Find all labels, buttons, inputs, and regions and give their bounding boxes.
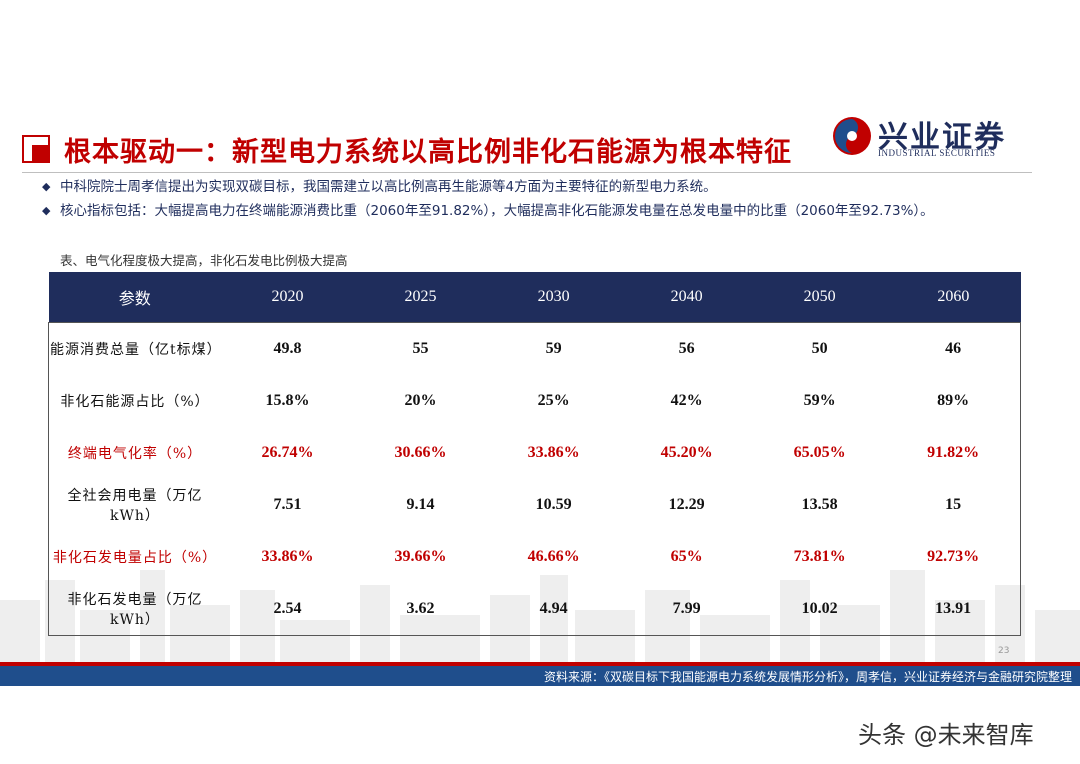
footer-bar bbox=[0, 666, 1080, 686]
table-cell: 56 bbox=[678, 340, 695, 357]
footer-accent bbox=[0, 662, 1080, 666]
bullet: 中科院院士周孝信提出为实现双碳目标，我国需建立以高比例高再生能源等4方面为主要特… bbox=[42, 178, 1010, 196]
table-cell: 92.73% bbox=[927, 548, 980, 565]
table-row: 非化石发电量（万亿kWh） 2.54 3.62 4.94 7.99 10.02 13.91 bbox=[49, 583, 1021, 636]
source-note: 资料来源：《双碳目标下我国能源电力系统发展情形分析》，周孝信，兴业证券经济与金融… bbox=[543, 670, 1072, 684]
data-table: 参数 2020 2025 2030 2040 2050 2060 能源消费总量（亿t标煤） 4… bbox=[48, 272, 1021, 636]
table-cell: 15 bbox=[945, 496, 962, 513]
table-caption: 表、电气化程度极大提高，非化石发电比例极大提高 bbox=[60, 253, 348, 268]
logo-text: 兴业证券 bbox=[878, 120, 1006, 155]
table-cell: 12.29 bbox=[668, 496, 705, 513]
table-cell: 9.14 bbox=[406, 496, 435, 513]
table-cell: 46 bbox=[945, 340, 962, 357]
logo-mark bbox=[833, 117, 871, 155]
table-cell: 33.86% bbox=[261, 548, 314, 565]
table-cell: 2.54 bbox=[273, 600, 302, 617]
table-cell: 45.20% bbox=[660, 444, 713, 461]
table-cell: 4.94 bbox=[539, 600, 568, 617]
column-header: 2040 bbox=[620, 272, 754, 323]
highlighted-row: 非化石发电量占比（%） 33.86% 39.66% 46.66% 65% 73.81% 92… bbox=[49, 531, 1021, 583]
table-cell: 25% bbox=[537, 392, 570, 409]
table-cell: 39.66% bbox=[394, 548, 447, 565]
table-cell: 10.59 bbox=[535, 496, 572, 513]
skyline-background bbox=[0, 570, 1080, 665]
table-cell: 42% bbox=[670, 392, 703, 409]
table-cell: 50 bbox=[811, 340, 828, 357]
table-cell: 59% bbox=[803, 392, 836, 409]
table-row: 全社会用电量（万亿kWh） 7.51 9.14 10.59 12.29 13.58 15 bbox=[49, 479, 1021, 531]
table-cell: 26.74% bbox=[261, 444, 314, 461]
column-header: 2030 bbox=[487, 272, 621, 323]
row-label: 非化石发电量（万亿kWh） bbox=[67, 592, 203, 628]
logo-subtext: INDUSTRIAL SECURITIES bbox=[878, 148, 996, 158]
column-header: 2050 bbox=[753, 272, 887, 323]
bullet: 核心指标包括：大幅提高电力在终端能源消费比重（2060年至91.82%），大幅提… bbox=[42, 202, 1010, 220]
column-header: 2020 bbox=[221, 272, 355, 323]
row-label: 非化石能源占比（%） bbox=[60, 394, 210, 410]
page-number: 23 bbox=[998, 646, 1010, 656]
table-cell: 20% bbox=[404, 392, 437, 409]
table-cell: 46.66% bbox=[527, 548, 580, 565]
table-cell: 7.51 bbox=[273, 496, 302, 513]
table-cell: 3.62 bbox=[406, 600, 435, 617]
table-row: 非化石能源占比（%） 15.8% 20% 25% 42% 59% 89% bbox=[49, 375, 1021, 427]
table-cell: 13.58 bbox=[801, 496, 838, 513]
column-header: 2025 bbox=[354, 272, 488, 323]
table-cell: 13.91 bbox=[935, 600, 972, 617]
table-cell: 10.02 bbox=[801, 600, 838, 617]
table-cell: 59 bbox=[545, 340, 562, 357]
row-label: 非化石发电量占比（%） bbox=[52, 550, 218, 566]
table-cell: 33.86% bbox=[527, 444, 580, 461]
row-label: 终端电气化率（%） bbox=[67, 446, 203, 462]
table-cell: 65.05% bbox=[793, 444, 846, 461]
title-icon bbox=[22, 135, 50, 163]
watermark: 头条 @未来智库 bbox=[858, 721, 1034, 749]
table-cell: 49.8 bbox=[273, 340, 302, 357]
divider bbox=[22, 172, 1032, 173]
table-cell: 30.66% bbox=[394, 444, 447, 461]
table-row: 能源消费总量（亿t标煤） 49.8 55 59 56 50 46 bbox=[49, 323, 1021, 376]
column-header: 2060 bbox=[886, 272, 1021, 323]
table-cell: 7.99 bbox=[672, 600, 701, 617]
table-cell: 89% bbox=[937, 392, 970, 409]
table-header: 参数 2020 2025 2030 2040 2050 2060 bbox=[48, 272, 1021, 323]
table-cell: 73.81% bbox=[793, 548, 846, 565]
table-cell: 91.82% bbox=[927, 444, 980, 461]
row-label: 能源消费总量（亿t标煤） bbox=[50, 342, 222, 358]
row-label: 全社会用电量（万亿kWh） bbox=[67, 488, 203, 524]
highlighted-row: 终端电气化率（%） 26.74% 30.66% 33.86% 45.20% 65.05% 9… bbox=[49, 427, 1021, 479]
column-header: 参数 bbox=[48, 272, 221, 323]
table-cell: 55 bbox=[412, 340, 429, 357]
table-cell: 65% bbox=[670, 548, 703, 565]
table-cell: 15.8% bbox=[265, 392, 310, 409]
slide-title: 根本驱动一：新型电力系统以高比例非化石能源为根本特征 bbox=[64, 137, 792, 168]
